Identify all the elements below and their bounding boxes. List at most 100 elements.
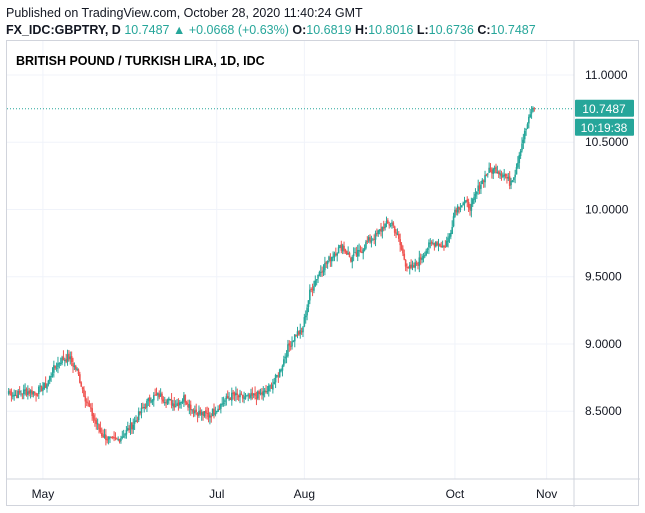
candle-body <box>499 173 501 175</box>
candle-body <box>148 397 151 402</box>
candle-body <box>7 391 10 394</box>
candle-body <box>421 258 423 260</box>
candle-body <box>434 242 437 247</box>
candle-body <box>392 222 395 226</box>
candle-body <box>267 385 270 391</box>
candle-body <box>57 363 59 368</box>
candle-body <box>486 173 489 175</box>
candle-body <box>332 256 334 258</box>
candle-body <box>14 395 17 397</box>
candle-body <box>348 252 351 258</box>
candle-body <box>92 415 95 419</box>
candle-body <box>493 167 496 169</box>
candle-body <box>351 257 354 263</box>
candle-body <box>385 220 388 224</box>
candle-body <box>88 403 91 407</box>
candle-body <box>521 143 523 151</box>
candle-body <box>283 359 285 366</box>
candle-body <box>215 411 218 413</box>
candle-body <box>168 398 170 401</box>
candle-body <box>22 389 25 395</box>
candle-body <box>451 226 453 234</box>
price-axis[interactable]: 11.0000 10.5000 10.0000 9.5000 9.0000 8.5000 <box>585 68 629 418</box>
candle-body <box>380 228 382 232</box>
candle-body <box>240 393 243 395</box>
candle-body <box>35 392 37 396</box>
candle-body <box>417 264 419 266</box>
candle-body <box>326 261 329 265</box>
candle-body <box>178 402 181 405</box>
candle-body <box>258 391 260 395</box>
candle-body <box>162 399 165 402</box>
candle-body <box>414 262 417 268</box>
chart-frame[interactable]: 11.0000 10.5000 10.0000 9.5000 9.0000 8.5000 … <box>6 40 640 507</box>
candle-body <box>257 391 259 399</box>
candle-body <box>106 439 109 441</box>
candle-body <box>224 400 226 403</box>
low-label: L: <box>416 23 429 37</box>
candle-body <box>147 398 150 401</box>
candle-body <box>488 167 490 173</box>
candle-body <box>288 343 291 346</box>
candle-body <box>432 243 434 245</box>
candle-body <box>239 393 241 398</box>
candle-body <box>272 384 274 390</box>
candle-body <box>324 263 326 271</box>
candle-body <box>292 340 295 342</box>
time-axis[interactable]: May Jul Aug Oct Nov <box>32 487 558 501</box>
candle-body <box>518 155 521 164</box>
candle-body <box>16 395 18 398</box>
candle-body <box>91 408 93 417</box>
candle-body <box>202 412 204 416</box>
candle-body <box>158 393 161 398</box>
candle-body <box>515 167 518 175</box>
candle-body <box>222 402 225 404</box>
candle-body <box>174 406 177 408</box>
candle-body <box>403 253 406 260</box>
candle-body <box>347 252 349 254</box>
candle-body <box>508 176 511 186</box>
candle-body <box>428 242 430 248</box>
candle-body <box>273 381 276 385</box>
price-tick-label: 9.0000 <box>585 337 622 351</box>
candle-body <box>42 387 44 391</box>
candle-body <box>27 391 29 395</box>
candle-body <box>207 413 210 418</box>
candle-body <box>318 272 321 276</box>
candle-body <box>496 172 499 174</box>
candle-body <box>433 243 436 247</box>
candle-body <box>329 257 332 262</box>
candle-body <box>341 245 344 252</box>
candle-body <box>425 250 427 256</box>
candle-body <box>410 264 412 268</box>
candle-body <box>443 245 445 247</box>
symbol-label[interactable]: FX_IDC:GBPTRY, D <box>6 23 121 37</box>
candle-body <box>65 359 67 362</box>
candle-body <box>74 365 77 370</box>
candle-body <box>459 208 462 210</box>
candle-body <box>68 353 70 360</box>
candle-body <box>436 242 438 246</box>
candle-body <box>247 394 250 396</box>
candle-body <box>500 174 503 177</box>
candle-body <box>473 196 475 201</box>
candle-body <box>528 116 530 124</box>
candle-body <box>510 181 512 186</box>
candle-body <box>491 169 493 174</box>
candle-body <box>304 315 307 318</box>
price-chart[interactable]: 11.000010.500010.00009.50009.00008.5000 … <box>7 41 640 507</box>
candle-body <box>485 174 488 176</box>
candle-body <box>117 439 119 441</box>
candle-body <box>51 373 54 376</box>
candle-body <box>477 185 479 192</box>
candle-body <box>139 412 141 414</box>
candle-body <box>121 436 124 438</box>
candle-body <box>321 271 323 273</box>
candle-body <box>32 391 35 395</box>
candle-body <box>128 428 130 431</box>
candle-body <box>110 436 113 438</box>
last-price-badge <box>575 99 634 117</box>
candle-body <box>529 114 532 117</box>
candle-body <box>504 173 507 177</box>
candle-body <box>350 257 352 262</box>
